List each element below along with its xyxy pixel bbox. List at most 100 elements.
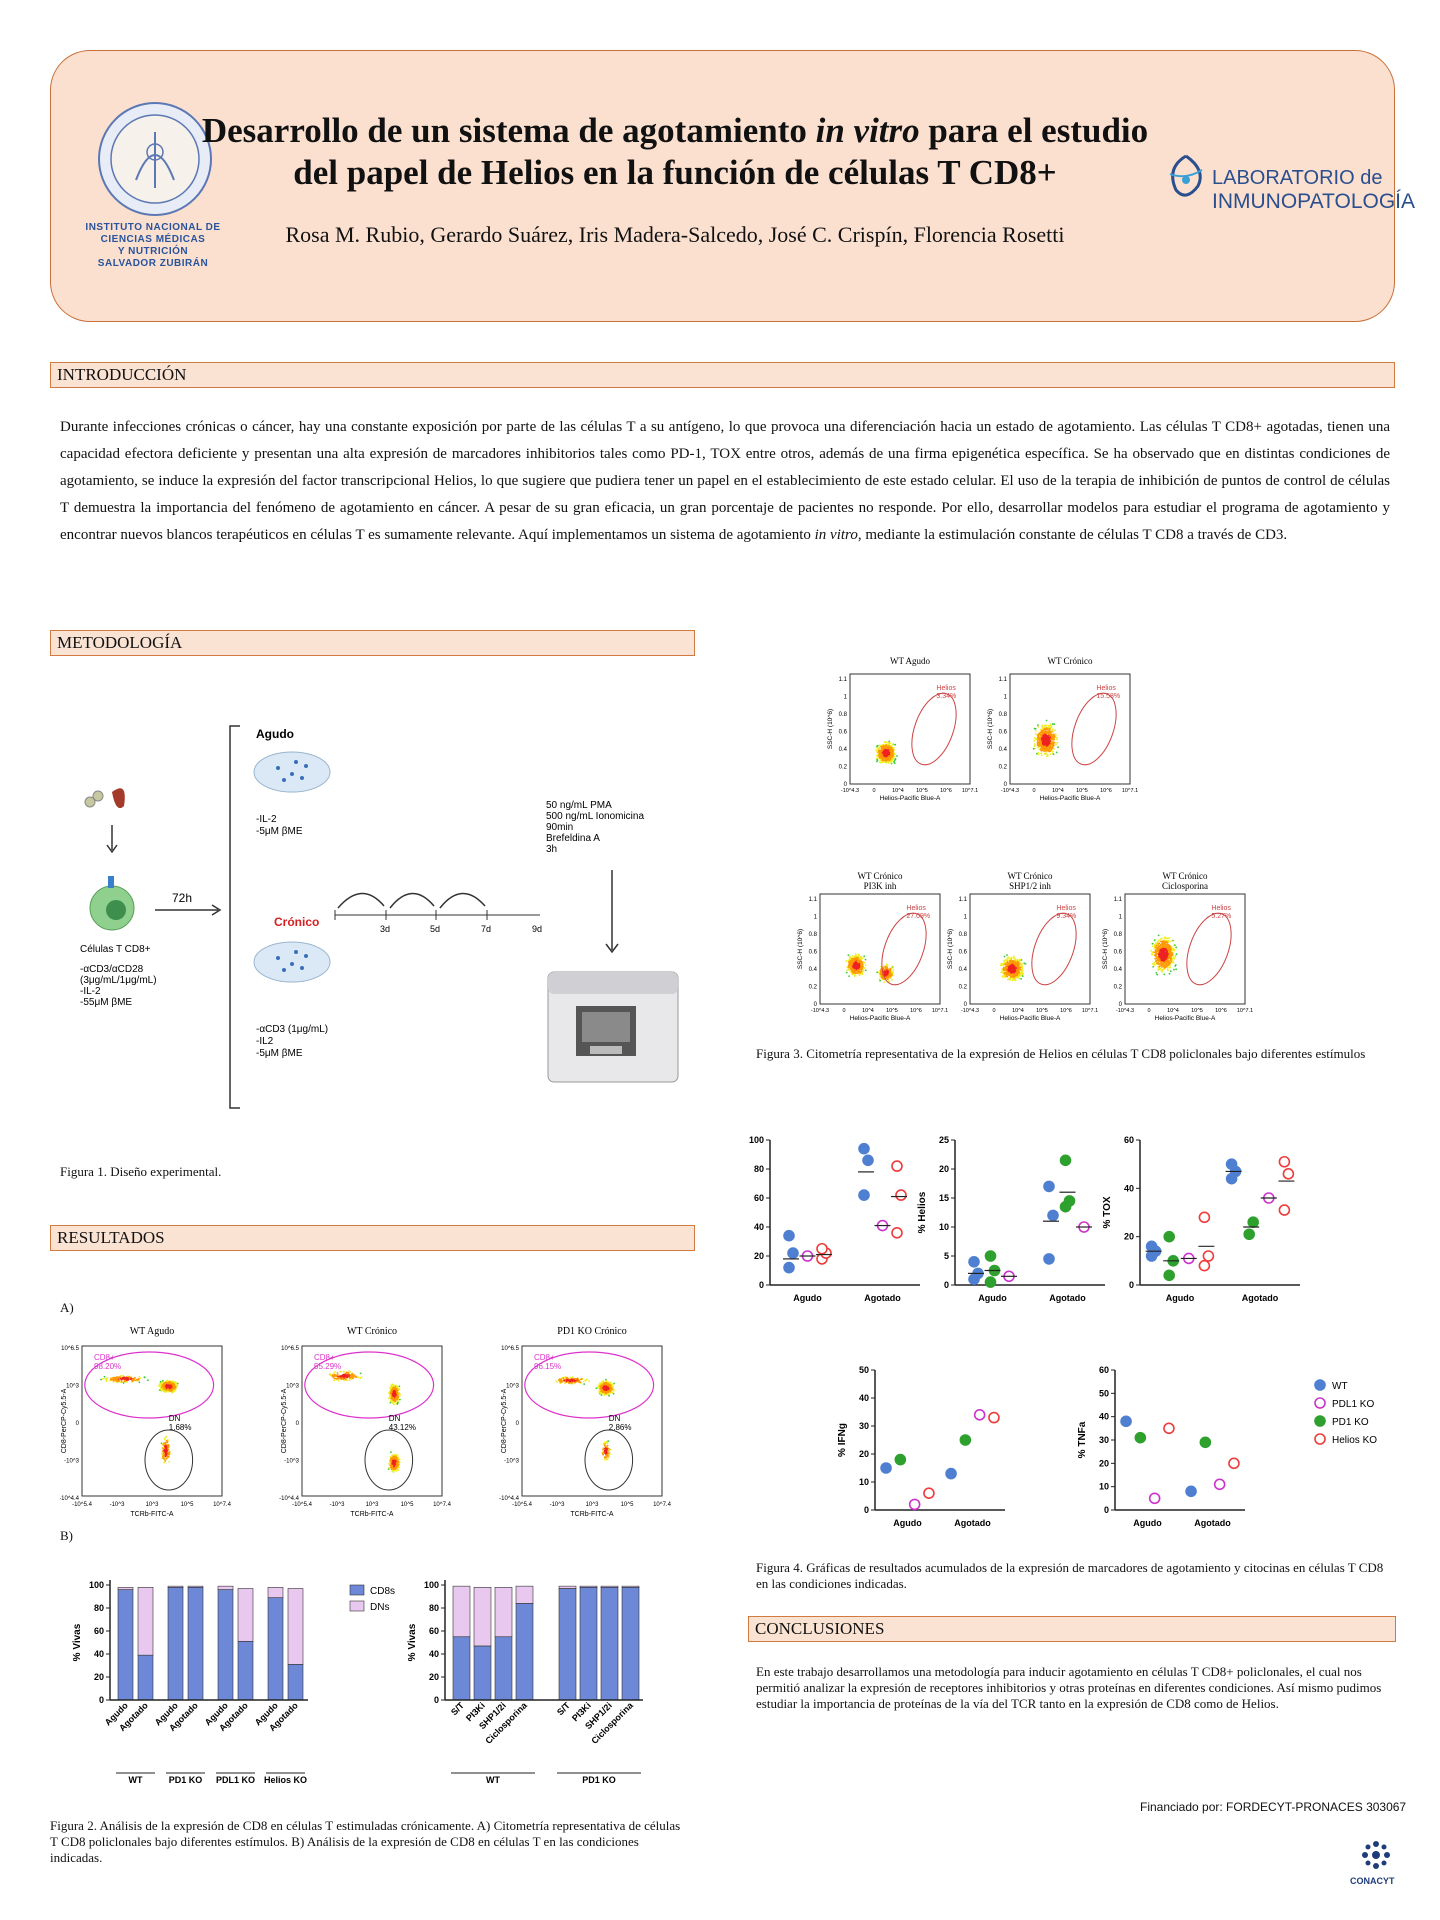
event-dot bbox=[891, 749, 893, 752]
gate-label: Helios bbox=[1096, 685, 1116, 692]
x-tick: 10^5 bbox=[1076, 788, 1088, 794]
event-dot bbox=[864, 969, 867, 972]
event-dot bbox=[1021, 965, 1024, 968]
event-dot bbox=[1034, 747, 1036, 750]
event-dot bbox=[847, 959, 850, 962]
event-dot bbox=[1040, 754, 1043, 757]
event-dot bbox=[342, 1373, 345, 1376]
event-dot bbox=[170, 1382, 173, 1385]
event-dot bbox=[893, 752, 896, 755]
x-tick: 10^7.1 bbox=[1122, 788, 1138, 794]
event-dot bbox=[886, 760, 889, 763]
event-dot bbox=[1021, 973, 1024, 976]
y-tick-label: 100 bbox=[89, 1580, 104, 1590]
y-tick: 1.1 bbox=[959, 897, 968, 903]
event-dot bbox=[115, 1377, 118, 1379]
event-dot bbox=[1053, 744, 1055, 747]
event-dot bbox=[1055, 751, 1058, 754]
bar-segment bbox=[217, 1585, 234, 1590]
y-tick: 10^6.5 bbox=[281, 1346, 299, 1352]
event-dot bbox=[394, 1394, 397, 1397]
event-dot bbox=[1052, 730, 1055, 733]
event-dot bbox=[1017, 961, 1019, 964]
event-dot bbox=[1045, 719, 1048, 722]
event-dot bbox=[1040, 750, 1043, 752]
event-dot bbox=[1050, 723, 1052, 725]
event-dot bbox=[333, 1377, 336, 1380]
event-dot bbox=[120, 1374, 122, 1377]
event-dot bbox=[877, 753, 879, 756]
event-dot bbox=[1050, 746, 1053, 749]
event-dot bbox=[389, 1387, 391, 1389]
y-tick: 0 bbox=[1004, 782, 1008, 788]
event-dot bbox=[891, 758, 894, 761]
event-dot bbox=[885, 741, 887, 744]
event-dot bbox=[158, 1385, 160, 1387]
y-tick: 1.1 bbox=[839, 677, 848, 683]
event-dot bbox=[390, 1386, 393, 1389]
event-dot bbox=[850, 959, 853, 962]
event-dot bbox=[159, 1380, 162, 1383]
event-dot bbox=[1043, 748, 1045, 751]
y-tick: 0.8 bbox=[959, 932, 968, 938]
x-tick: 0 bbox=[872, 788, 875, 794]
event-dot bbox=[858, 959, 861, 962]
event-dot bbox=[1045, 742, 1047, 745]
event-dot bbox=[1011, 960, 1014, 962]
event-dot bbox=[391, 1454, 393, 1457]
event-dot bbox=[1007, 964, 1010, 967]
event-dot bbox=[392, 1402, 394, 1404]
event-dot bbox=[566, 1376, 569, 1379]
event-dot bbox=[610, 1387, 613, 1390]
event-dot bbox=[861, 957, 864, 960]
event-dot bbox=[1051, 728, 1054, 731]
event-dot bbox=[337, 1375, 339, 1378]
event-dot bbox=[599, 1387, 602, 1390]
event-dot bbox=[1044, 740, 1046, 742]
event-dot bbox=[858, 964, 860, 967]
event-dot bbox=[1034, 743, 1036, 745]
event-dot bbox=[164, 1441, 167, 1444]
lab-logo-icon bbox=[1169, 154, 1203, 197]
event-dot bbox=[605, 1452, 608, 1455]
event-dot bbox=[1021, 962, 1023, 965]
institute-seal-logo bbox=[98, 102, 212, 216]
event-dot bbox=[885, 761, 888, 764]
event-dot bbox=[1039, 731, 1042, 734]
event-dot bbox=[608, 1394, 610, 1397]
event-dot bbox=[857, 969, 859, 971]
event-dot bbox=[855, 970, 857, 972]
y-tick: 0.8 bbox=[999, 712, 1008, 718]
event-dot bbox=[606, 1392, 609, 1395]
event-dot bbox=[890, 760, 893, 763]
event-dot bbox=[605, 1459, 608, 1461]
y-tick: -10^4.4 bbox=[60, 1496, 80, 1502]
bar-segment bbox=[187, 1586, 204, 1701]
event-dot bbox=[1048, 750, 1051, 753]
event-dot bbox=[848, 957, 851, 960]
bar-segment bbox=[267, 1586, 284, 1598]
event-dot bbox=[143, 1376, 146, 1379]
event-dot bbox=[168, 1450, 171, 1453]
event-dot bbox=[337, 1379, 340, 1382]
plot-frame bbox=[1124, 893, 1246, 1005]
event-dot bbox=[167, 1390, 170, 1393]
event-dot bbox=[1035, 730, 1037, 732]
event-dot bbox=[388, 1466, 391, 1469]
bar-segment bbox=[473, 1645, 492, 1701]
event-dot bbox=[883, 970, 886, 973]
event-dot bbox=[1040, 735, 1043, 737]
event-dot bbox=[1052, 742, 1055, 744]
helios-plot-title: PI3K inh bbox=[864, 881, 897, 891]
x-tick: 10^4 bbox=[892, 788, 904, 794]
event-dot bbox=[1006, 970, 1009, 973]
event-dot bbox=[1019, 968, 1022, 971]
event-dot bbox=[1019, 974, 1022, 977]
y-tick: 0.6 bbox=[959, 950, 968, 956]
x-axis-label: Helios-Pacific Blue-A bbox=[850, 1015, 911, 1022]
event-dot bbox=[604, 1445, 607, 1447]
event-dot bbox=[333, 1373, 336, 1376]
event-dot bbox=[164, 1383, 166, 1386]
event-dot bbox=[166, 1390, 168, 1393]
